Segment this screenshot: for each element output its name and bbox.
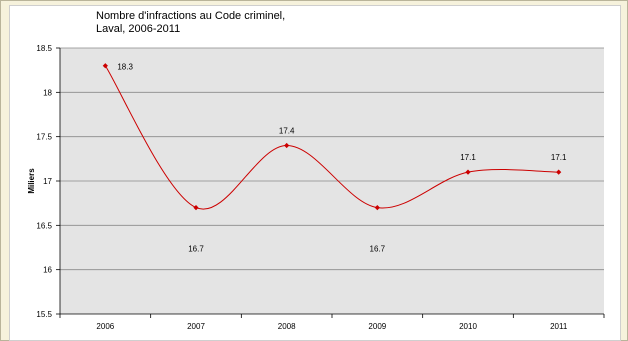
y-tick-label-15.5: 15.5	[36, 310, 52, 319]
data-point-2007	[193, 205, 199, 211]
x-tick-label-2009: 2009	[368, 322, 386, 331]
data-labels: 18.3 16.7 17.4 16.7 17.1 17.1	[117, 63, 567, 254]
x-tick-label-2010: 2010	[459, 322, 477, 331]
data-label-2007: 16.7	[188, 245, 204, 254]
y-tick-label-18: 18	[43, 88, 52, 97]
chart-title: Nombre d'infractions au Code criminel, L…	[96, 10, 286, 35]
y-tick-label-16.5: 16.5	[36, 221, 52, 230]
y-axis-ticks: 15.5 16 16.5 17 17.5 18 18.5	[36, 44, 60, 319]
data-point-2008	[284, 142, 290, 149]
data-point-2011	[556, 169, 562, 175]
y-tick-label-16: 16	[43, 266, 52, 275]
x-axis-ticks: 2006 2007 2008 2009 2010 2011	[59, 314, 605, 331]
data-point-2009	[374, 205, 380, 211]
data-label-2009: 16.7	[370, 245, 386, 254]
y-tick-label-18.5: 18.5	[36, 44, 52, 53]
data-point-2006	[102, 63, 108, 69]
y-tick-label-17: 17	[43, 177, 52, 186]
x-tick-label-2011: 2011	[550, 322, 568, 331]
x-tick-label-2008: 2008	[278, 322, 296, 331]
data-label-2008: 17.4	[279, 127, 295, 136]
y-tick-label-17.5: 17.5	[36, 133, 52, 142]
y-axis-label: Miliers	[27, 168, 36, 194]
data-label-2011: 17.1	[551, 153, 567, 162]
data-label-2010: 17.1	[460, 153, 476, 162]
x-tick-label-2007: 2007	[187, 322, 205, 331]
x-tick-label-2006: 2006	[96, 322, 114, 331]
gridlines	[60, 47, 604, 271]
data-point-2010	[465, 169, 471, 175]
data-label-2006: 18.3	[117, 63, 133, 72]
data-points	[102, 63, 562, 211]
